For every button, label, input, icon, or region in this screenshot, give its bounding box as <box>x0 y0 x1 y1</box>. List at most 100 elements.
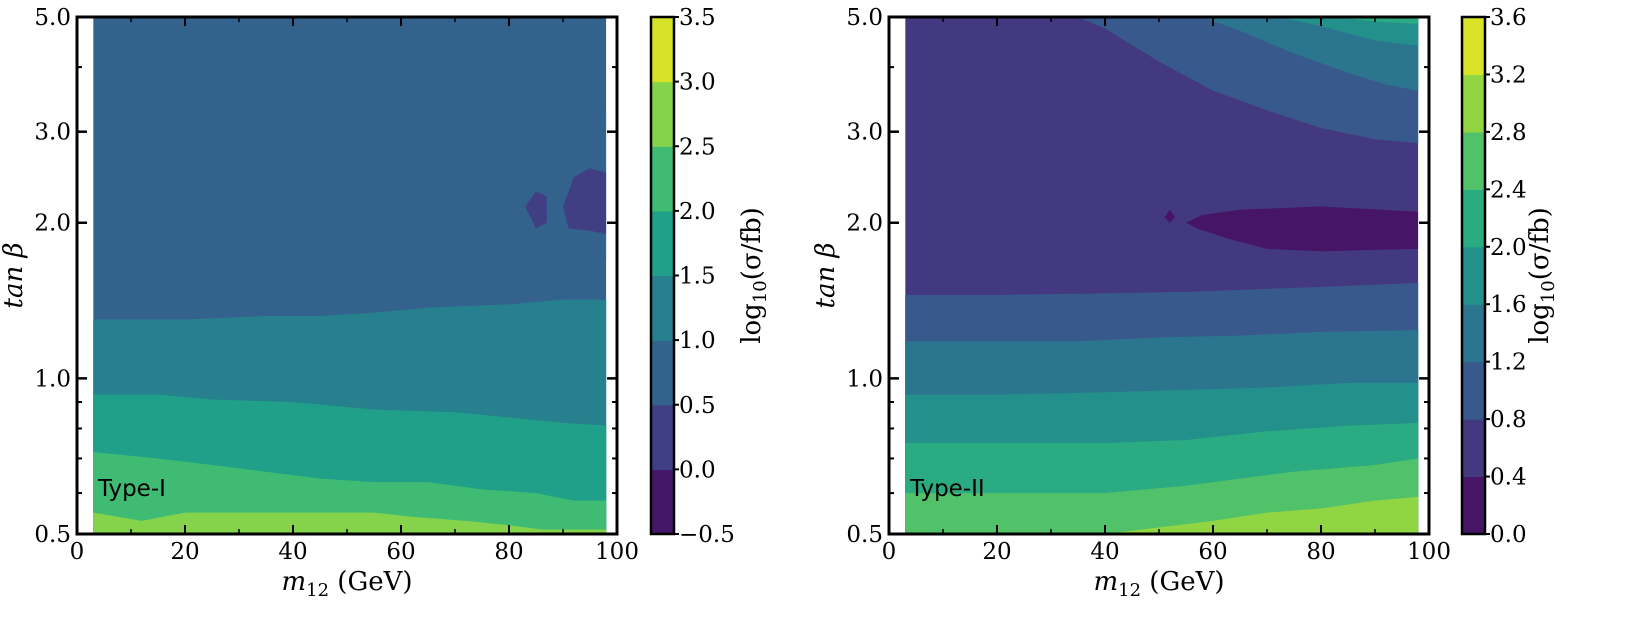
colorbar-tick-label: −0.5 <box>679 522 735 548</box>
x-axis-label-subscript: 12 <box>306 580 329 601</box>
colorbar-tick-label: 1.5 <box>679 264 716 290</box>
colorbar-tick-label: 2.5 <box>679 134 716 160</box>
contour-band <box>905 496 1419 534</box>
x-tick-label: 0 <box>70 539 85 565</box>
contour-region <box>563 168 607 235</box>
x-axis-label-main: m <box>1093 567 1118 597</box>
colorbar: −0.5 0.0 0.5 1.0 1.5 2.0 2.5 3.0 3.5 <box>649 5 735 548</box>
x-axis-label-subscript: 12 <box>1118 580 1141 601</box>
panel-annotation: Type-II <box>909 476 985 502</box>
colorbar-tick-label: 3.0 <box>679 70 716 96</box>
colorbar-swatch <box>651 469 674 535</box>
colorbar-swatch <box>1462 246 1485 305</box>
plot-area <box>75 15 619 536</box>
y-tick-label: 3.0 <box>34 120 71 146</box>
y-tick-label: 0.5 <box>846 522 883 548</box>
x-axis-label: m12 (GeV) <box>281 567 412 601</box>
contour-fill-layer <box>905 17 1419 534</box>
x-axis-label-main: m <box>281 567 306 597</box>
x-axis-label: m12 (GeV) <box>1093 567 1224 601</box>
contour-region <box>1186 206 1419 252</box>
colorbar-tick-label: 0.4 <box>1490 465 1527 491</box>
contour-region <box>525 191 547 229</box>
colorbar-swatch <box>1462 17 1485 76</box>
colorbar-tick-label: 0.8 <box>1490 407 1527 433</box>
colorbar-tick-label: 0.5 <box>679 393 716 419</box>
colorbar-swatch <box>651 146 674 212</box>
x-tick-label: 40 <box>278 539 307 565</box>
y-tick-label: 0.5 <box>34 522 71 548</box>
colorbar-tick-label: 3.5 <box>679 5 716 31</box>
colorbar-label-quantity: (σ/fb) <box>737 207 767 280</box>
contour-panel-type-i: −0.5 0.0 0.5 1.0 1.5 2.0 2.5 3.0 3.5 0 20 40 60 80 10… <box>0 5 771 601</box>
colorbar-swatch <box>1462 304 1485 363</box>
colorbar-tick-label: 1.2 <box>1490 350 1527 376</box>
panel-annotation: Type-I <box>97 476 166 502</box>
colorbar-tick-label: 1.0 <box>679 328 716 354</box>
colorbar-label: log10(σ/fb) <box>737 207 771 344</box>
colorbar-swatch <box>1462 189 1485 248</box>
y-axis-label-main: tan β <box>811 243 841 309</box>
contour-band <box>1277 17 1419 46</box>
x-axis-ticks: 0 20 40 60 80 100 <box>882 17 1451 565</box>
colorbar-label-quantity: (σ/fb) <box>1525 207 1555 280</box>
x-tick-label: 0 <box>882 539 897 565</box>
x-tick-label: 80 <box>1306 539 1335 565</box>
x-axis-label-unit: (GeV) <box>1141 567 1224 597</box>
colorbar-tick-label: 0.0 <box>679 457 716 483</box>
x-tick-label: 40 <box>1090 539 1119 565</box>
colorbar-label-main: log <box>1525 303 1555 344</box>
y-axis-label: tan β <box>811 243 841 309</box>
colorbar-swatch <box>651 210 674 277</box>
x-tick-label: 80 <box>494 539 523 565</box>
colorbar-swatch <box>1462 361 1485 420</box>
y-tick-label: 2.0 <box>34 211 71 237</box>
colorbar-frame <box>1460 15 1487 536</box>
colorbar-tick-label: 2.8 <box>1490 120 1527 146</box>
colorbar-swatch <box>651 81 674 147</box>
y-tick-label: 1.0 <box>846 366 883 392</box>
y-tick-label: 2.0 <box>846 211 883 237</box>
colorbar-tick-label: 3.6 <box>1490 5 1527 31</box>
colorbar-tick-label: 1.6 <box>1490 292 1527 318</box>
y-axis-ticks: 0.5 1.0 2.0 3.0 5.0 <box>34 5 617 548</box>
colorbar-tick-label: 2.0 <box>1490 235 1527 261</box>
x-tick-label: 20 <box>982 539 1011 565</box>
colorbar-swatch <box>1462 74 1485 133</box>
x-tick-label: 20 <box>170 539 199 565</box>
colorbar-swatch <box>651 404 674 470</box>
colorbar-label-main: log <box>737 303 767 344</box>
colorbar-swatch <box>1462 419 1485 478</box>
contour-panel-type-ii: 0.0 0.4 0.8 1.2 1.6 2.0 2.4 2.8 3.2 3.6 0 20 40 60 80… <box>811 5 1559 601</box>
x-axis-ticks: 0 20 40 60 80 100 <box>70 17 639 565</box>
colorbar-swatch <box>651 340 674 406</box>
y-tick-label: 1.0 <box>34 366 71 392</box>
colorbar-label-subscript: 10 <box>750 280 771 303</box>
y-tick-label: 5.0 <box>34 5 71 31</box>
colorbar-swatch <box>1462 131 1485 190</box>
colorbar-swatch <box>651 17 674 83</box>
y-axis-ticks: 0.5 1.0 2.0 3.0 5.0 <box>846 5 1429 548</box>
contour-fill-layer <box>93 17 607 534</box>
colorbar-swatch <box>1462 476 1485 535</box>
colorbar-tick-label: 3.2 <box>1490 62 1527 88</box>
y-tick-label: 5.0 <box>846 5 883 31</box>
colorbar-tick-label: 0.0 <box>1490 522 1527 548</box>
colorbar-label: log10(σ/fb) <box>1525 207 1559 344</box>
colorbar-tick-label: 2.4 <box>1490 177 1527 203</box>
x-tick-label: 100 <box>1407 539 1451 565</box>
colorbar-swatch <box>651 275 674 341</box>
colorbar: 0.0 0.4 0.8 1.2 1.6 2.0 2.4 2.8 3.2 3.6 <box>1460 5 1527 548</box>
x-axis-label-unit: (GeV) <box>329 567 412 597</box>
y-axis-label-main: tan β <box>0 243 29 309</box>
colorbar-tick-label: 2.0 <box>679 199 716 225</box>
plot-area <box>887 15 1431 536</box>
x-tick-label: 60 <box>386 539 415 565</box>
x-tick-label: 100 <box>595 539 639 565</box>
y-tick-label: 3.0 <box>846 120 883 146</box>
y-axis-label: tan β <box>0 243 29 309</box>
colorbar-label-subscript: 10 <box>1538 280 1559 303</box>
contour-region <box>212 90 607 266</box>
contour-region <box>1164 209 1176 223</box>
